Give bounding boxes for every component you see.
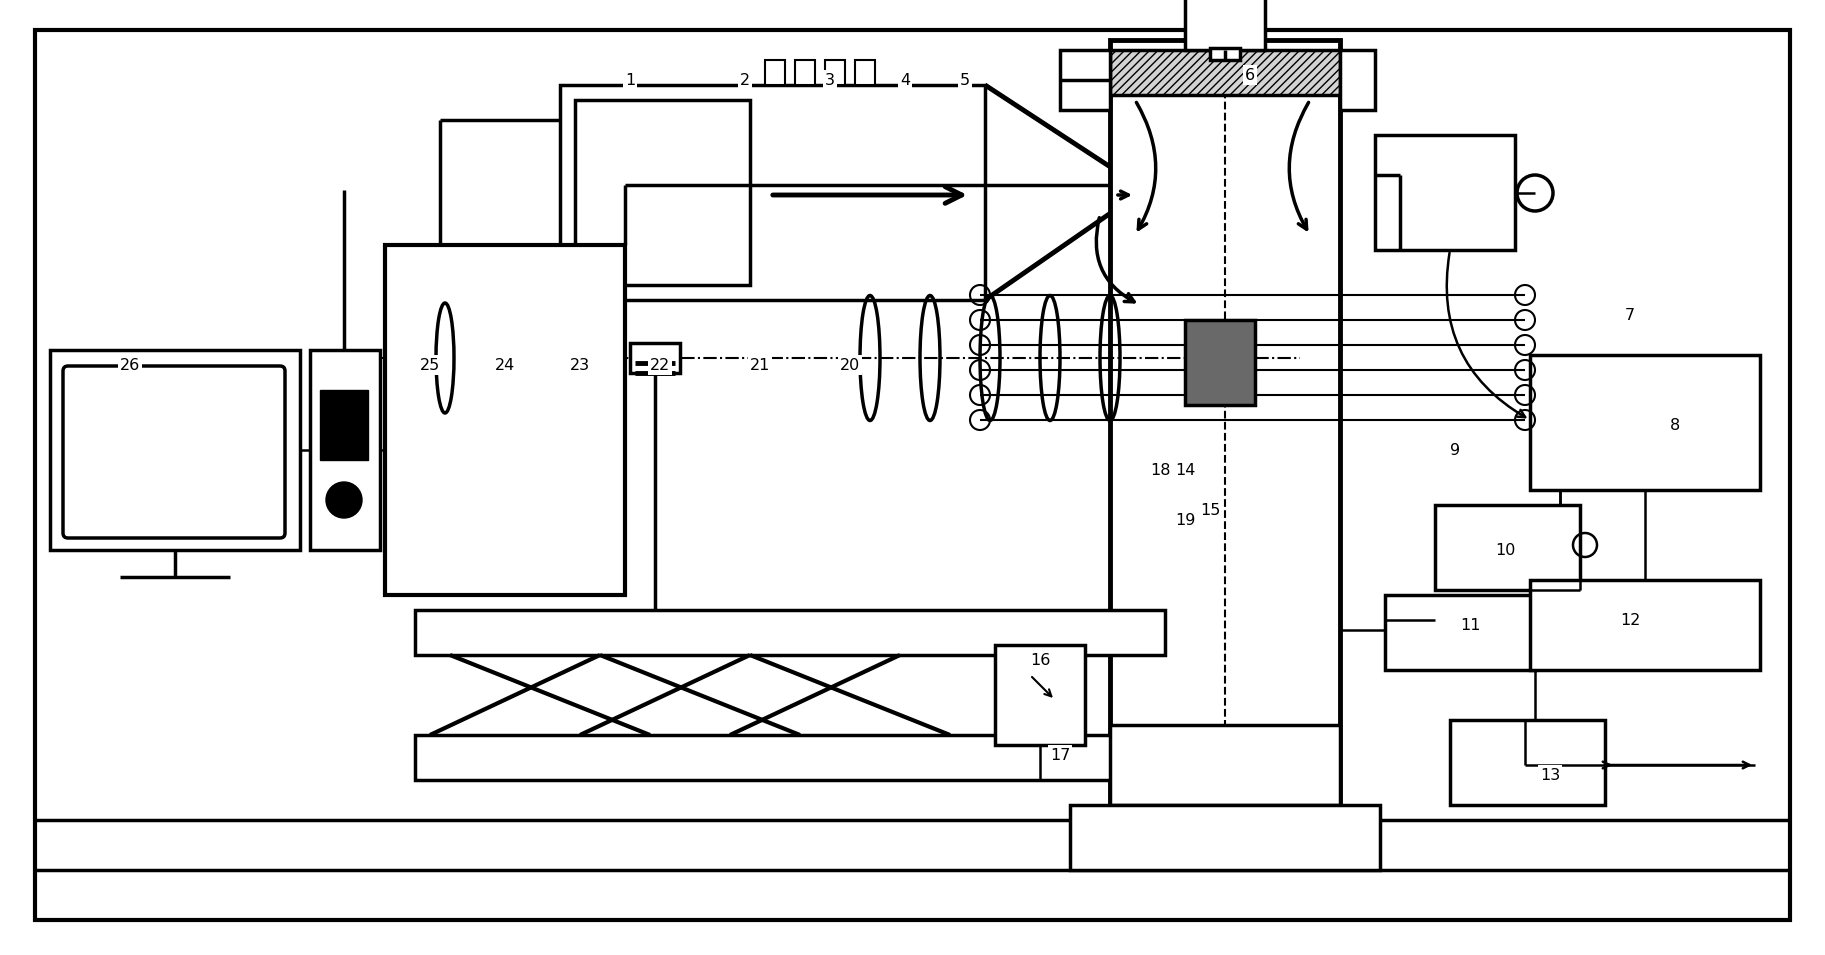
- Text: 12: 12: [1621, 612, 1641, 627]
- Text: 7: 7: [1624, 308, 1635, 323]
- Bar: [825, 60, 845, 85]
- Bar: [1374, 135, 1515, 250]
- Bar: [630, 343, 681, 373]
- Bar: [414, 610, 1164, 655]
- Text: 23: 23: [569, 357, 589, 372]
- Bar: [1434, 505, 1580, 590]
- Bar: [1110, 725, 1340, 805]
- Circle shape: [327, 482, 361, 518]
- Bar: [1060, 50, 1110, 110]
- Text: 22: 22: [650, 357, 670, 372]
- Bar: [1451, 720, 1604, 805]
- Text: 20: 20: [840, 357, 860, 372]
- Bar: [854, 60, 874, 85]
- Bar: [1184, 320, 1256, 405]
- Bar: [575, 100, 750, 285]
- Bar: [310, 350, 380, 550]
- Bar: [765, 60, 785, 85]
- Text: 16: 16: [1029, 652, 1049, 668]
- Bar: [1184, 0, 1265, 50]
- Text: 9: 9: [1449, 442, 1460, 457]
- Bar: [796, 60, 816, 85]
- Bar: [1069, 805, 1380, 870]
- Text: 11: 11: [1460, 618, 1480, 632]
- Text: 13: 13: [1540, 768, 1560, 782]
- Bar: [1340, 50, 1374, 110]
- Text: 1: 1: [624, 73, 635, 88]
- Text: 21: 21: [750, 357, 770, 372]
- Bar: [995, 645, 1086, 745]
- Bar: [1529, 580, 1759, 670]
- Text: 5: 5: [960, 73, 971, 88]
- Text: 26: 26: [120, 357, 141, 372]
- Text: 10: 10: [1495, 542, 1515, 558]
- Text: 14: 14: [1175, 462, 1195, 478]
- Bar: [49, 350, 299, 550]
- Text: 2: 2: [739, 73, 750, 88]
- Text: 8: 8: [1670, 417, 1681, 433]
- Text: 25: 25: [420, 357, 440, 372]
- Bar: [1385, 595, 1535, 670]
- Bar: [385, 245, 624, 595]
- Text: 17: 17: [1049, 748, 1069, 762]
- Bar: [1529, 355, 1759, 490]
- Text: 15: 15: [1199, 502, 1221, 518]
- FancyBboxPatch shape: [64, 366, 285, 538]
- Bar: [319, 390, 369, 460]
- Bar: [1110, 50, 1340, 95]
- Text: 6: 6: [1245, 68, 1256, 82]
- Text: 4: 4: [900, 73, 911, 88]
- Bar: [560, 85, 986, 300]
- Text: 3: 3: [825, 73, 836, 88]
- Bar: [1210, 48, 1239, 60]
- Bar: [414, 735, 1164, 780]
- Text: 19: 19: [1175, 513, 1195, 527]
- Text: 18: 18: [1150, 462, 1170, 478]
- Text: 24: 24: [495, 357, 515, 372]
- Bar: [1110, 40, 1340, 805]
